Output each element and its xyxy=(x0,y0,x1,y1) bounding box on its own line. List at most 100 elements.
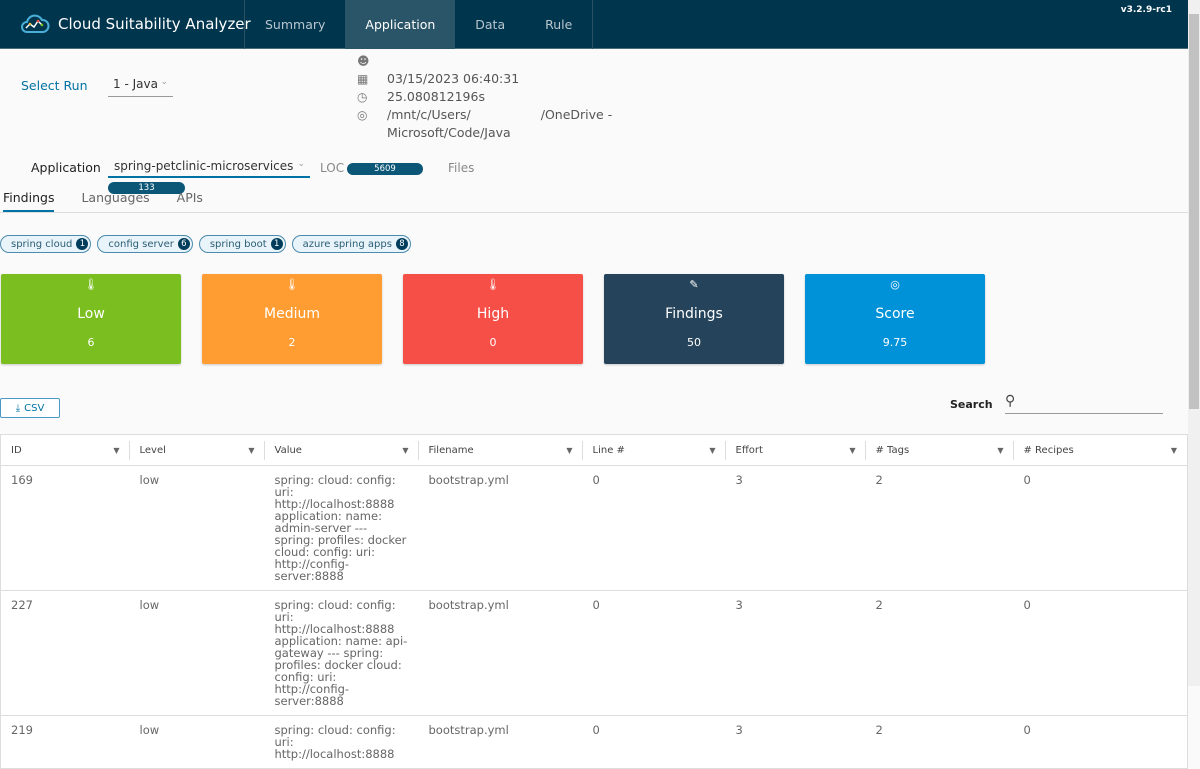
card-findings: ✎ Findings 50 xyxy=(604,274,784,364)
table-cell: 0 xyxy=(582,465,726,591)
run-metadata: ☻ ▦ 03/15/2023 06:40:31 ◷ 25.080812196s ◎ /… xyxy=(357,52,612,142)
table-cell: bootstrap.yml xyxy=(418,590,583,716)
fingerprint-icon: ◎ xyxy=(357,108,368,122)
application-select-value: spring-petclinic-microservices xyxy=(114,159,294,173)
table-row[interactable]: 219 low spring: cloud: config: uri: http:/… xyxy=(0,715,1188,769)
filter-icon[interactable]: ▼ xyxy=(402,446,409,455)
files-badge: 133 xyxy=(108,182,185,194)
run-path-2: /OneDrive - xyxy=(540,107,613,122)
tag-filters: spring cloud 1 config server 6 spring boot… xyxy=(0,235,411,253)
search-icon: ⚲ xyxy=(1005,393,1016,409)
select-run-label: Select Run xyxy=(21,78,88,93)
application-label: Application xyxy=(31,160,101,175)
table-cell: spring: cloud: config: uri: http://local… xyxy=(264,590,419,716)
app-header: Cloud Suitability Analyzer Summary Appli… xyxy=(0,0,1188,49)
tabs: Findings Languages APIs xyxy=(0,190,1188,213)
tag-spring-cloud[interactable]: spring cloud 1 xyxy=(0,235,92,253)
search-input[interactable]: ⚲ xyxy=(1005,393,1163,414)
column-header[interactable]: # Tags ▼ xyxy=(865,434,1014,466)
application-select[interactable]: spring-petclinic-microservices ⌄ xyxy=(108,159,310,178)
card-score: ◎ Score 9.75 xyxy=(805,274,985,364)
tag-count: 8 xyxy=(395,238,408,250)
csv-download-button[interactable]: ⤓ CSV xyxy=(0,398,60,418)
note-edit-icon: ✎ xyxy=(689,278,699,291)
table-cell: low xyxy=(129,590,265,716)
run-duration: 25.080812196s xyxy=(387,89,485,104)
column-header[interactable]: Line # ▼ xyxy=(582,434,726,466)
tag-count: 6 xyxy=(177,238,190,250)
run-select[interactable]: 1 - Java ⌄ xyxy=(108,77,173,97)
card-high: 🌡 High 0 xyxy=(403,274,583,364)
filter-icon[interactable]: ▼ xyxy=(1170,446,1177,455)
column-header[interactable]: Effort ▼ xyxy=(725,434,866,466)
table-row[interactable]: 169 low spring: cloud: config: uri: http:/… xyxy=(0,465,1188,591)
tab-languages[interactable]: Languages xyxy=(81,190,150,205)
table-cell: 2 xyxy=(865,465,1014,591)
clock-icon: ◷ xyxy=(357,90,368,104)
table-cell: low xyxy=(129,715,265,769)
filter-icon[interactable]: ▼ xyxy=(566,446,573,455)
files-label: Files xyxy=(448,161,475,175)
table-cell: 227 xyxy=(0,590,130,716)
filter-icon[interactable]: ▼ xyxy=(709,446,716,455)
version-label: v3.2.9-rc1 xyxy=(1120,5,1172,15)
table-cell: 2 xyxy=(865,590,1014,716)
card-low: 🌡 Low 6 xyxy=(1,274,181,364)
tag-azure-spring-apps[interactable]: azure spring apps 8 xyxy=(291,235,411,253)
filter-icon[interactable]: ▼ xyxy=(849,446,856,455)
column-header[interactable]: Value ▼ xyxy=(264,434,419,466)
cloud-logo-icon xyxy=(21,14,50,33)
chevron-down-icon: ⌄ xyxy=(160,77,168,87)
tag-spring-boot[interactable]: spring boot 1 xyxy=(198,235,286,253)
card-medium: 🌡 Medium 2 xyxy=(202,274,382,364)
filter-icon[interactable]: ▼ xyxy=(248,446,255,455)
table-cell: 0 xyxy=(1013,590,1188,716)
nav-data[interactable]: Data xyxy=(475,17,506,32)
column-header[interactable]: # Recipes ▼ xyxy=(1013,434,1188,466)
tab-apis[interactable]: APIs xyxy=(176,190,203,205)
scrollbar-thumb[interactable] xyxy=(1189,14,1199,409)
table-row[interactable]: 227 low spring: cloud: config: uri: http:/… xyxy=(0,590,1188,716)
table-cell: 0 xyxy=(582,590,726,716)
scrollbar[interactable] xyxy=(1188,0,1200,686)
findings-table: ID ▼ Level ▼ Value ▼ Filename ▼ Line # ▼ Effort ▼ # … xyxy=(0,434,1188,769)
filter-icon[interactable]: ▼ xyxy=(113,446,120,455)
table-cell: 3 xyxy=(725,590,866,716)
tab-findings[interactable]: Findings xyxy=(3,190,55,212)
column-header[interactable]: Level ▼ xyxy=(129,434,265,466)
user-icon: ☻ xyxy=(357,54,370,68)
run-path-3: Microsoft/Code/Java xyxy=(387,125,511,140)
thermometer-icon: 🌡 xyxy=(84,278,98,291)
table-cell: low xyxy=(129,465,265,591)
column-header[interactable]: Filename ▼ xyxy=(418,434,583,466)
run-path-1: /mnt/c/Users/ xyxy=(387,107,471,122)
table-cell: 3 xyxy=(725,715,866,769)
table-cell: 2 xyxy=(865,715,1014,769)
target-icon: ◎ xyxy=(890,278,900,291)
table-cell: 0 xyxy=(1013,465,1188,591)
loc-badge: 5609 xyxy=(347,163,423,175)
run-select-value: 1 - Java xyxy=(113,77,158,91)
thermometer-icon: 🌡 xyxy=(285,278,299,291)
table-cell: 0 xyxy=(582,715,726,769)
table-cell: 3 xyxy=(725,465,866,591)
tag-count: 1 xyxy=(270,238,283,250)
nav-rule[interactable]: Rule xyxy=(525,0,594,49)
loc-label: LOC xyxy=(320,161,345,175)
thermometer-icon: 🌡 xyxy=(486,278,500,291)
column-header[interactable]: ID ▼ xyxy=(0,434,130,466)
table-cell: 169 xyxy=(0,465,130,591)
nav-application[interactable]: Application xyxy=(345,0,456,49)
nav-summary[interactable]: Summary xyxy=(265,17,326,32)
tag-config-server[interactable]: config server 6 xyxy=(97,235,193,253)
table-cell: 0 xyxy=(1013,715,1188,769)
table-cell: spring: cloud: config: uri: http://local… xyxy=(264,715,419,769)
table-cell: bootstrap.yml xyxy=(418,465,583,591)
filter-icon[interactable]: ▼ xyxy=(997,446,1004,455)
chevron-down-icon: ⌄ xyxy=(297,159,305,169)
table-cell: bootstrap.yml xyxy=(418,715,583,769)
table-cell: spring: cloud: config: uri: http://local… xyxy=(264,465,419,591)
search-label: Search xyxy=(950,398,993,411)
table-cell: 219 xyxy=(0,715,130,769)
calendar-icon: ▦ xyxy=(357,72,369,86)
